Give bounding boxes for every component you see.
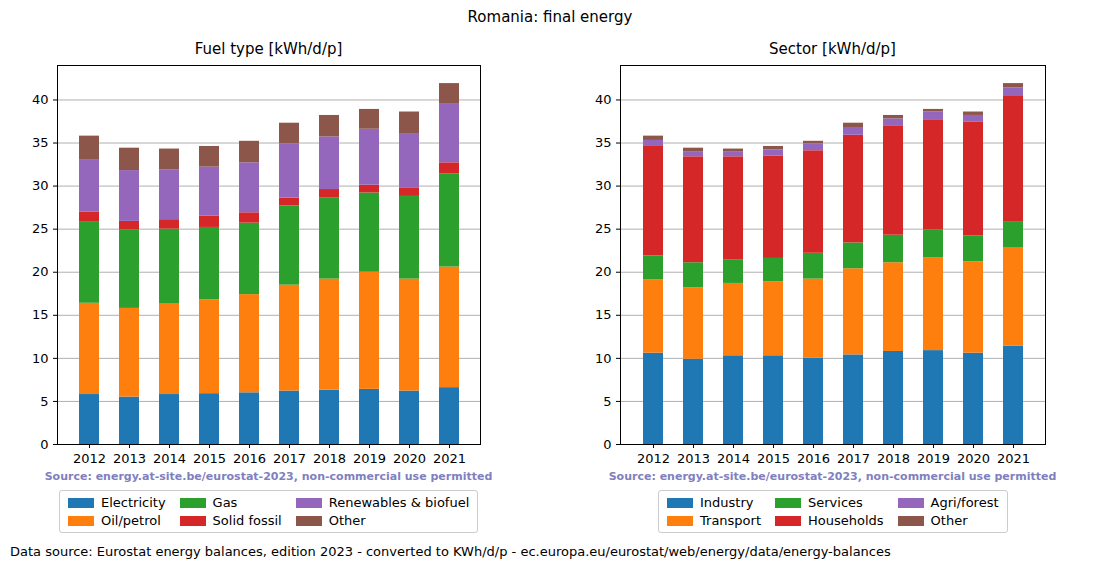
svg-text:2013: 2013 (113, 451, 146, 466)
html-text:Industry: Industry (700, 495, 754, 510)
svg-text:2012: 2012 (73, 451, 106, 466)
svg-text:2020: 2020 (957, 451, 990, 466)
html-text:Sector [kWh/d/p]: Sector [kWh/d/p] (769, 40, 896, 58)
svg-text:2015: 2015 (757, 451, 790, 466)
html-text:Households: Households (808, 513, 884, 528)
html-text:Other: Other (328, 513, 366, 528)
html-text:Fuel type [kWh/d/p]: Fuel type [kWh/d/p] (194, 40, 343, 58)
svg-text:5: 5 (603, 394, 611, 409)
svg-text:2019: 2019 (917, 451, 950, 466)
html-text:Data source: Eurostat energy b: Data source: Eurostat energy balances, e… (10, 544, 891, 559)
svg-text:30: 30 (32, 178, 49, 193)
svg-text:2017: 2017 (837, 451, 870, 466)
html-text:Transport: Transport (700, 513, 761, 528)
svg-text:0: 0 (603, 437, 611, 452)
html-text:Other: Other (930, 513, 968, 528)
html-text:Oil/petrol: Oil/petrol (101, 513, 161, 528)
html-text:Source: energy.at-site.be/euro: Source: energy.at-site.be/eurostat-2023,… (44, 470, 493, 483)
svg-text:2016: 2016 (233, 451, 266, 466)
html-text:Romania: final energy: Romania: final energy (467, 8, 633, 26)
svg-text:2014: 2014 (153, 451, 186, 466)
html-text:Services: Services (808, 495, 863, 510)
svg-text:2012: 2012 (637, 451, 670, 466)
svg-text:0: 0 (40, 437, 48, 452)
svg-text:2015: 2015 (193, 451, 226, 466)
svg-text:25: 25 (595, 221, 612, 236)
svg-text:40: 40 (595, 92, 612, 107)
svg-text:2019: 2019 (353, 451, 386, 466)
svg-text:15: 15 (595, 307, 612, 322)
svg-text:2014: 2014 (717, 451, 750, 466)
svg-text:10: 10 (32, 351, 49, 366)
svg-text:35: 35 (32, 135, 49, 150)
svg-text:20: 20 (595, 264, 612, 279)
svg-text:15: 15 (32, 307, 49, 322)
svg-text:2020: 2020 (393, 451, 426, 466)
svg-text:2013: 2013 (677, 451, 710, 466)
svg-text:5: 5 (40, 394, 48, 409)
svg-text:35: 35 (595, 135, 612, 150)
html-text:Solid fossil: Solid fossil (212, 513, 282, 528)
html-text:Renewables & biofuel: Renewables & biofuel (328, 495, 470, 510)
html-text:Gas: Gas (212, 495, 238, 510)
html-text:Electricity: Electricity (101, 495, 166, 510)
svg-text:10: 10 (595, 351, 612, 366)
html-text:Source: energy.at-site.be/euro: Source: energy.at-site.be/eurostat-2023,… (608, 470, 1057, 483)
svg-text:2018: 2018 (313, 451, 346, 466)
svg-text:40: 40 (32, 92, 49, 107)
svg-text:2016: 2016 (797, 451, 830, 466)
svg-text:2017: 2017 (273, 451, 306, 466)
svg-text:25: 25 (32, 221, 49, 236)
svg-text:2021: 2021 (997, 451, 1030, 466)
svg-text:20: 20 (32, 264, 49, 279)
svg-text:30: 30 (595, 178, 612, 193)
svg-text:2018: 2018 (877, 451, 910, 466)
svg-text:2021: 2021 (433, 451, 466, 466)
html-text:Agri/forest: Agri/forest (930, 495, 999, 510)
